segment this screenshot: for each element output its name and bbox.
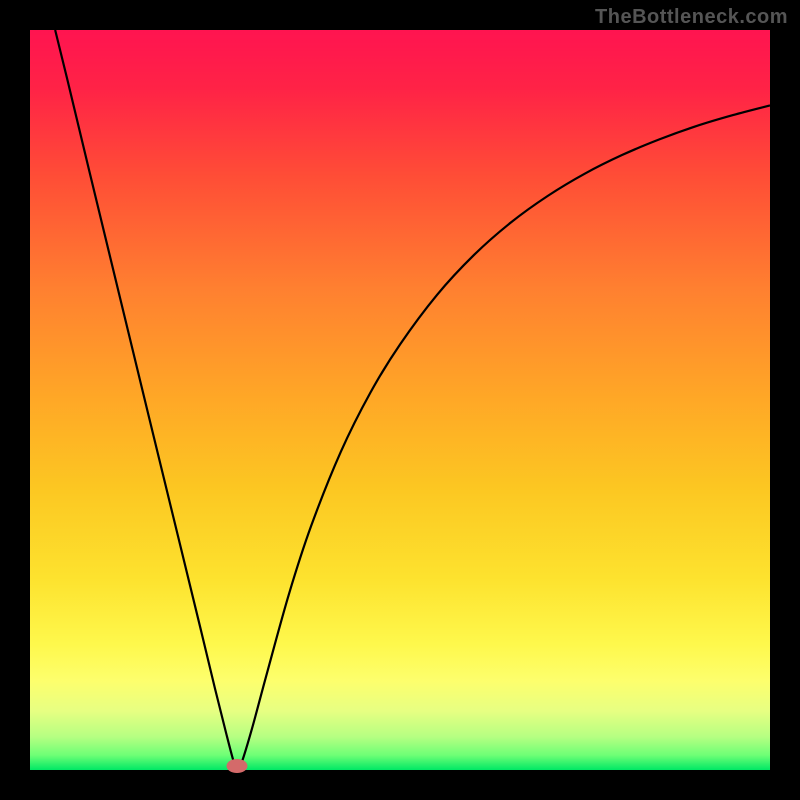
watermark-text: TheBottleneck.com	[595, 6, 788, 29]
bottleneck-curve-path	[55, 30, 770, 770]
chart-plot-area	[30, 30, 770, 770]
minimum-marker	[227, 759, 248, 773]
chart-svg	[30, 30, 770, 770]
